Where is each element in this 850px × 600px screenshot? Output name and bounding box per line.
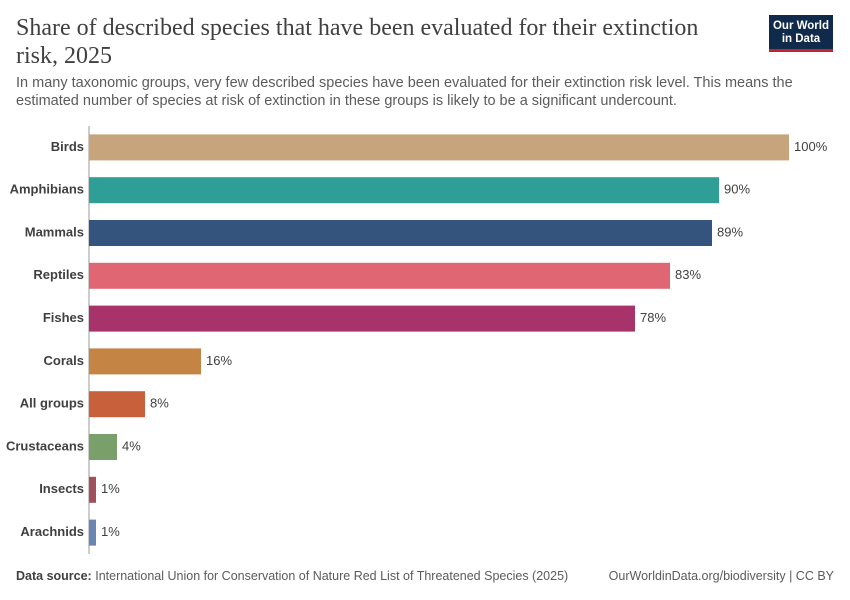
source-label: Data source: (16, 569, 92, 583)
value-label: 83% (675, 267, 701, 282)
bar (89, 177, 719, 204)
bar (89, 134, 789, 161)
value-label: 1% (101, 524, 120, 539)
bar (89, 476, 96, 503)
category-label: Corals (44, 353, 84, 368)
category-label: Insects (39, 481, 84, 496)
value-label: 89% (717, 224, 743, 239)
logo-line: Our World (772, 20, 829, 32)
bar (89, 262, 670, 289)
category-label: Crustaceans (6, 438, 84, 453)
bar (89, 519, 96, 546)
chart-subtitle: In many taxonomic groups, very few descr… (16, 75, 793, 109)
value-label: 16% (206, 353, 232, 368)
value-label: 78% (640, 310, 666, 325)
bar (89, 434, 117, 460)
value-label: 4% (122, 438, 141, 453)
value-label: 8% (150, 396, 169, 411)
category-label: Fishes (43, 310, 84, 325)
chart-title: Share of described species that have bee… (16, 15, 699, 69)
category-label: All groups (20, 396, 84, 411)
category-label: Amphibians (10, 182, 84, 197)
bar (89, 305, 635, 332)
source-url[interactable]: OurWorldinData.org/biodiversity | CC BY (608, 569, 834, 583)
source: International Union for Conservation of … (95, 569, 569, 583)
footer: Data source: International Union for Con… (16, 569, 834, 583)
bar (89, 220, 712, 246)
value-label: 1% (101, 481, 120, 496)
bar (89, 391, 145, 418)
logo[interactable]: Our World in Data (769, 15, 833, 52)
value-label: 100% (794, 139, 828, 154)
category-label: Arachnids (20, 524, 84, 539)
category-label: Mammals (25, 224, 84, 239)
category-label: Reptiles (33, 267, 84, 282)
category-label: Birds (51, 139, 84, 154)
logo-line: in Data (781, 33, 821, 45)
value-label: 90% (724, 182, 750, 197)
bar (89, 348, 201, 375)
